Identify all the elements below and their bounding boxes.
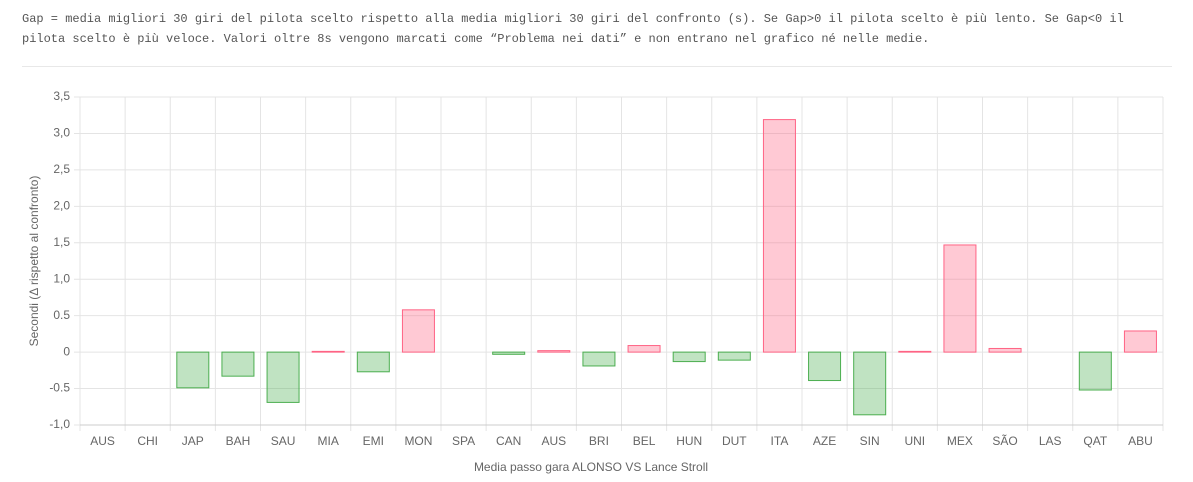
bar bbox=[988, 347, 1022, 353]
bar bbox=[311, 350, 345, 353]
bar bbox=[176, 351, 210, 389]
x-tick-label: BRI bbox=[589, 434, 609, 448]
y-tick-label: 1,0 bbox=[53, 271, 70, 285]
description: Gap = media migliori 30 giri del pilota … bbox=[22, 12, 1124, 46]
bar bbox=[401, 309, 435, 353]
x-tick-label: HUN bbox=[676, 434, 702, 448]
y-tick-label: 2,0 bbox=[53, 199, 70, 213]
bar bbox=[1078, 351, 1112, 391]
bar bbox=[717, 351, 751, 361]
bar bbox=[898, 350, 932, 353]
y-tick-label: 3,0 bbox=[53, 126, 70, 140]
bar bbox=[627, 345, 661, 353]
bar bbox=[356, 351, 390, 373]
bar bbox=[808, 351, 842, 382]
bar bbox=[221, 351, 255, 377]
x-tick-label: AUS bbox=[90, 434, 115, 448]
x-axis-label: Media passo gara ALONSO VS Lance Stroll bbox=[474, 460, 708, 474]
x-tick-label: AUS bbox=[541, 434, 566, 448]
x-tick-label: DUT bbox=[722, 434, 747, 448]
separator bbox=[22, 66, 1172, 67]
bar bbox=[853, 351, 887, 416]
y-tick-label: 1,5 bbox=[53, 235, 70, 249]
y-axis-label: Secondi (Δ rispetto al confronto) bbox=[27, 176, 41, 347]
bar bbox=[582, 351, 616, 367]
x-tick-label: EMI bbox=[363, 434, 384, 448]
bar bbox=[762, 119, 796, 353]
y-tick-label: -1,0 bbox=[49, 417, 70, 431]
x-tick-label: LAS bbox=[1039, 434, 1062, 448]
x-tick-label: BAH bbox=[226, 434, 251, 448]
x-tick-label: SAU bbox=[271, 434, 296, 448]
bar bbox=[266, 351, 300, 403]
bar bbox=[943, 244, 977, 353]
x-tick-label: ITA bbox=[771, 434, 789, 448]
x-tick-label: MON bbox=[404, 434, 432, 448]
x-tick-label: CAN bbox=[496, 434, 521, 448]
bar bbox=[492, 351, 526, 355]
x-tick-label: BEL bbox=[633, 434, 656, 448]
x-tick-label: AZE bbox=[813, 434, 836, 448]
y-tick-label: 0.5 bbox=[53, 308, 70, 322]
x-tick-label: SPA bbox=[452, 434, 475, 448]
x-tick-label: MIA bbox=[318, 434, 339, 448]
y-tick-label: 2,5 bbox=[53, 162, 70, 176]
x-tick-label: SIN bbox=[860, 434, 880, 448]
x-tick-label: JAP bbox=[182, 434, 204, 448]
x-tick-label: ABU bbox=[1128, 434, 1153, 448]
x-tick-label: CHI bbox=[137, 434, 158, 448]
y-tick-label: -0.5 bbox=[49, 381, 70, 395]
bar bbox=[537, 350, 571, 353]
x-tick-label: MEX bbox=[947, 434, 973, 448]
y-tick-label: 3,5 bbox=[53, 89, 70, 103]
y-tick-label: 0 bbox=[63, 344, 70, 358]
x-tick-label: QAT bbox=[1083, 434, 1107, 448]
x-tick-label: UNI bbox=[904, 434, 925, 448]
bar bbox=[672, 351, 706, 363]
x-tick-label: SÃO bbox=[992, 434, 1017, 448]
bar bbox=[1123, 330, 1157, 353]
